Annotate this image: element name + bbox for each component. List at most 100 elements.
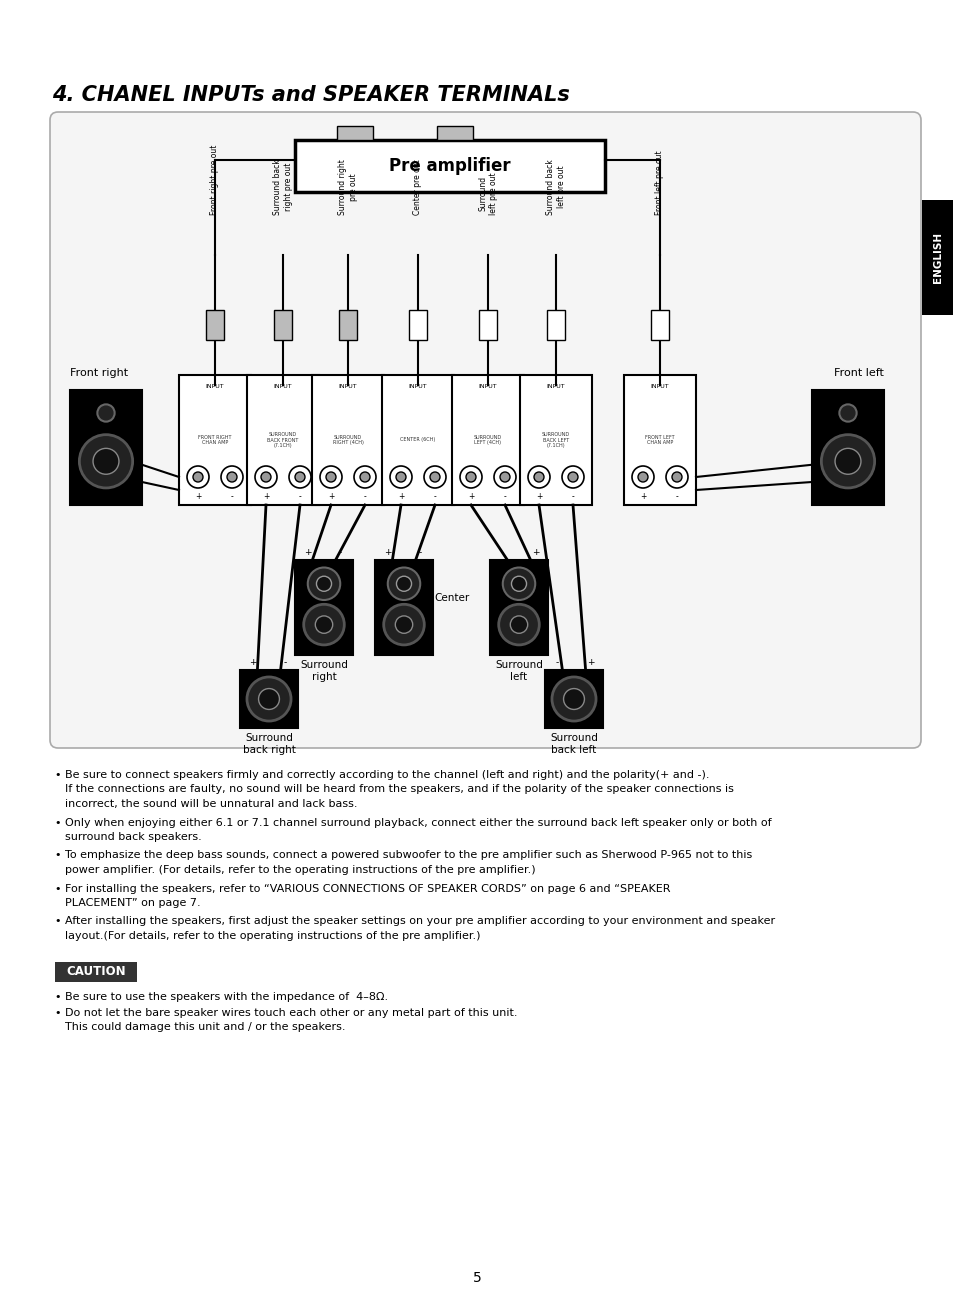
Text: +: +: [328, 491, 334, 501]
Bar: [546, 310, 564, 340]
Text: +: +: [383, 548, 391, 557]
Circle shape: [671, 472, 681, 482]
Bar: [312, 375, 384, 505]
Text: Center pre out: Center pre out: [413, 159, 422, 214]
Text: If the connections are faulty, no sound will be heard from the speakers, and if : If the connections are faulty, no sound …: [58, 784, 733, 795]
Circle shape: [315, 616, 333, 634]
Text: +: +: [536, 491, 541, 501]
Text: Surround
back right: Surround back right: [242, 733, 295, 754]
Text: Surround
right: Surround right: [300, 660, 348, 681]
Circle shape: [465, 472, 476, 482]
Circle shape: [494, 467, 516, 488]
Circle shape: [502, 567, 535, 600]
Text: -: -: [571, 491, 574, 501]
Circle shape: [527, 467, 550, 488]
Text: SURROUND
BACK FRONT
(7.1CH): SURROUND BACK FRONT (7.1CH): [267, 431, 298, 448]
Circle shape: [563, 689, 584, 710]
Circle shape: [631, 467, 654, 488]
Bar: [623, 375, 696, 505]
Text: Front right pre out: Front right pre out: [211, 145, 219, 214]
Bar: [274, 310, 292, 340]
Bar: [436, 125, 473, 140]
Circle shape: [396, 576, 411, 591]
Bar: [179, 375, 251, 505]
FancyBboxPatch shape: [50, 112, 920, 748]
Circle shape: [561, 467, 583, 488]
Circle shape: [316, 576, 332, 591]
Bar: [519, 375, 592, 505]
Text: • Do not let the bare speaker wires touch each other or any metal part of this u: • Do not let the bare speaker wires touc…: [55, 1008, 517, 1018]
Circle shape: [326, 472, 335, 482]
Text: Surround
back left: Surround back left: [550, 733, 598, 754]
Circle shape: [93, 448, 119, 474]
Circle shape: [665, 467, 687, 488]
Text: Pre amplifier: Pre amplifier: [389, 157, 510, 175]
Circle shape: [839, 404, 856, 422]
Text: • After installing the speakers, first adjust the speaker settings on your pre a: • After installing the speakers, first a…: [55, 916, 774, 927]
Text: +: +: [467, 491, 474, 501]
Text: INPUT: INPUT: [274, 384, 292, 389]
Circle shape: [834, 448, 860, 474]
Circle shape: [395, 616, 413, 634]
Circle shape: [423, 467, 446, 488]
Text: -: -: [298, 491, 301, 501]
Bar: [247, 375, 318, 505]
Text: -: -: [675, 491, 678, 501]
Text: CENTER (6CH): CENTER (6CH): [400, 438, 436, 443]
Text: SURROUND
LEFT (4CH): SURROUND LEFT (4CH): [474, 435, 501, 446]
Circle shape: [254, 467, 276, 488]
Text: -: -: [338, 548, 342, 557]
Text: 4. CHANEL INPUTs and SPEAKER TERMINALs: 4. CHANEL INPUTs and SPEAKER TERMINALs: [52, 85, 569, 105]
Text: • To emphasize the deep bass sounds, connect a powered subwoofer to the pre ampl: • To emphasize the deep bass sounds, con…: [55, 851, 752, 860]
Bar: [650, 310, 668, 340]
Text: -: -: [418, 548, 422, 557]
Circle shape: [395, 472, 406, 482]
Bar: [452, 375, 523, 505]
Bar: [206, 310, 224, 340]
Bar: [409, 310, 427, 340]
Text: • Be sure to connect speakers firmly and correctly according to the channel (lef: • Be sure to connect speakers firmly and…: [55, 770, 709, 780]
Text: SURROUND
BACK LEFT
(7.1CH): SURROUND BACK LEFT (7.1CH): [541, 431, 570, 448]
Text: +: +: [586, 657, 594, 667]
Text: +: +: [397, 491, 404, 501]
Text: +: +: [194, 491, 201, 501]
Text: • Be sure to use the speakers with the impedance of  4–8Ω.: • Be sure to use the speakers with the i…: [55, 992, 388, 1001]
Text: Surround
left: Surround left: [495, 660, 542, 681]
Bar: [240, 670, 297, 728]
Text: +: +: [303, 548, 311, 557]
Circle shape: [498, 604, 538, 644]
Circle shape: [387, 567, 420, 600]
Circle shape: [390, 467, 412, 488]
Text: INPUT: INPUT: [546, 384, 565, 389]
Text: CAUTION: CAUTION: [66, 965, 126, 978]
Text: • For installing the speakers, refer to “VARIOUS CONNECTIONS OF SPEAKER CORDS” o: • For installing the speakers, refer to …: [55, 884, 670, 894]
Bar: [811, 389, 883, 505]
Circle shape: [294, 472, 305, 482]
Text: -: -: [556, 657, 558, 667]
Text: Front left pre out: Front left pre out: [655, 150, 664, 214]
Circle shape: [510, 616, 527, 634]
Bar: [544, 670, 602, 728]
Text: +: +: [639, 491, 645, 501]
Circle shape: [567, 472, 578, 482]
Text: INPUT: INPUT: [338, 384, 357, 389]
Text: incorrect, the sound will be unnatural and lack bass.: incorrect, the sound will be unnatural a…: [58, 799, 357, 809]
Circle shape: [187, 467, 209, 488]
Text: -: -: [503, 491, 506, 501]
Circle shape: [227, 472, 236, 482]
Circle shape: [821, 435, 874, 488]
Text: Surround right
pre out: Surround right pre out: [338, 159, 357, 214]
Bar: [336, 125, 373, 140]
Circle shape: [308, 567, 340, 600]
Text: INPUT: INPUT: [650, 384, 669, 389]
Circle shape: [261, 472, 271, 482]
Circle shape: [383, 604, 424, 644]
Text: • Only when enjoying either 6.1 or 7.1 channel surround playback, connect either: • Only when enjoying either 6.1 or 7.1 c…: [55, 817, 771, 827]
Circle shape: [303, 604, 344, 644]
Circle shape: [459, 467, 481, 488]
Text: power amplifier. (For details, refer to the operating instructions of the pre am: power amplifier. (For details, refer to …: [58, 865, 535, 874]
Bar: [70, 389, 142, 505]
Circle shape: [552, 677, 596, 721]
Circle shape: [359, 472, 370, 482]
Bar: [294, 559, 353, 655]
